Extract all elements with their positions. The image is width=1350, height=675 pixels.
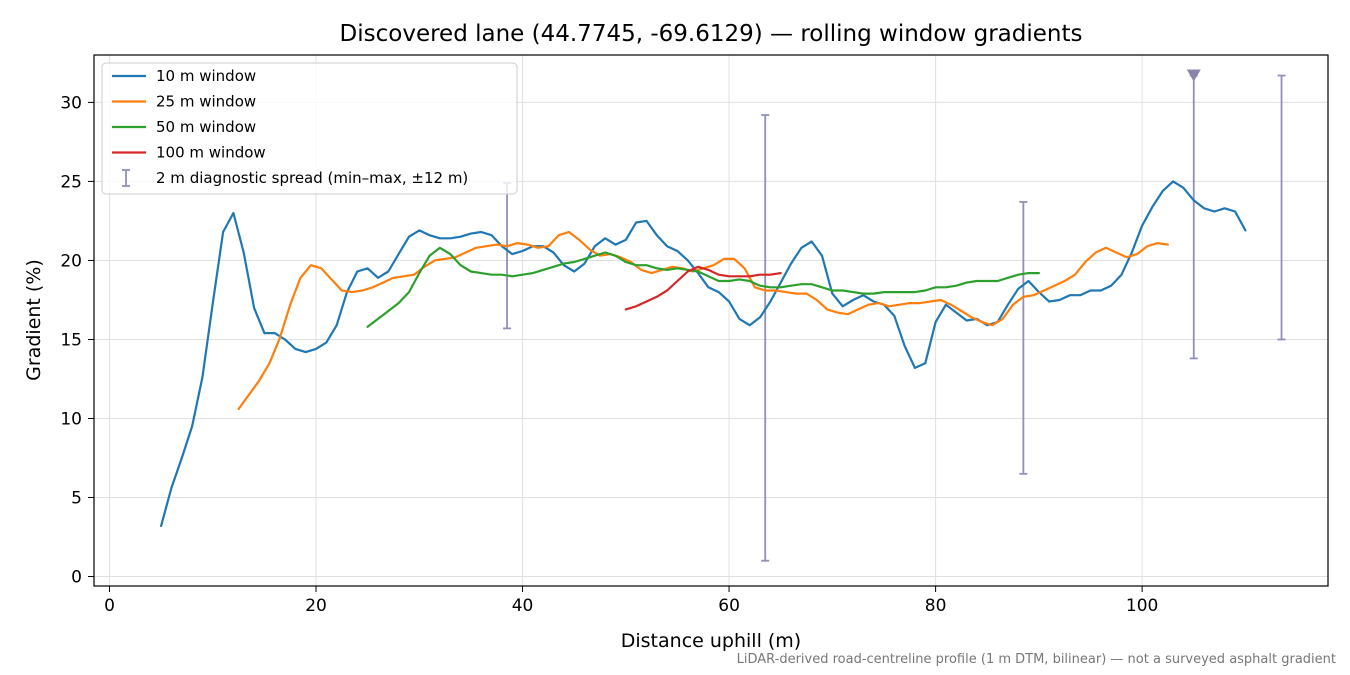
legend-label: 100 m window	[156, 144, 266, 162]
legend-label: 25 m window	[156, 93, 256, 111]
y-tick-label: 25	[60, 172, 82, 192]
series-line	[366, 246, 1041, 328]
y-tick-label: 5	[71, 489, 82, 509]
legend-label: 2 m diagnostic spread (min–max, ±12 m)	[156, 169, 468, 187]
legend-label: 50 m window	[156, 118, 256, 136]
legend-label: 10 m window	[156, 67, 256, 85]
y-tick-label: 15	[60, 330, 82, 350]
x-tick-label: 20	[305, 596, 327, 616]
chart-title: Discovered lane (44.7745, -69.6129) — ro…	[340, 21, 1083, 47]
y-tick-label: 20	[60, 251, 82, 271]
x-axis-label: Distance uphill (m)	[621, 630, 801, 652]
tick-layer: 0 20 40 60 80 100 0 5 10 15 20 25 30	[60, 93, 1158, 616]
y-tick-label: 30	[60, 93, 82, 113]
series-line	[624, 265, 782, 311]
legend: 10 m window 25 m window 50 m window 100 m w…	[101, 62, 518, 195]
clipped-value-marker	[1186, 69, 1201, 82]
series-layer	[160, 180, 1247, 528]
legend-box	[101, 62, 518, 195]
footnote: LiDAR-derived road-centreline profile (1…	[736, 652, 1336, 667]
series-line	[237, 230, 1170, 411]
y-tick-label: 10	[60, 409, 82, 429]
plot-frame	[93, 54, 1329, 587]
x-tick-label: 60	[718, 596, 740, 616]
series-line	[160, 180, 1247, 528]
x-tick-label: 0	[104, 596, 115, 616]
y-axis-label: Gradient (%)	[23, 259, 45, 381]
x-tick-label: 40	[512, 596, 534, 616]
x-tick-label: 80	[925, 596, 947, 616]
x-tick-label: 100	[1126, 596, 1158, 616]
errorbar-layer	[503, 69, 1286, 562]
y-tick-label: 0	[71, 568, 82, 588]
